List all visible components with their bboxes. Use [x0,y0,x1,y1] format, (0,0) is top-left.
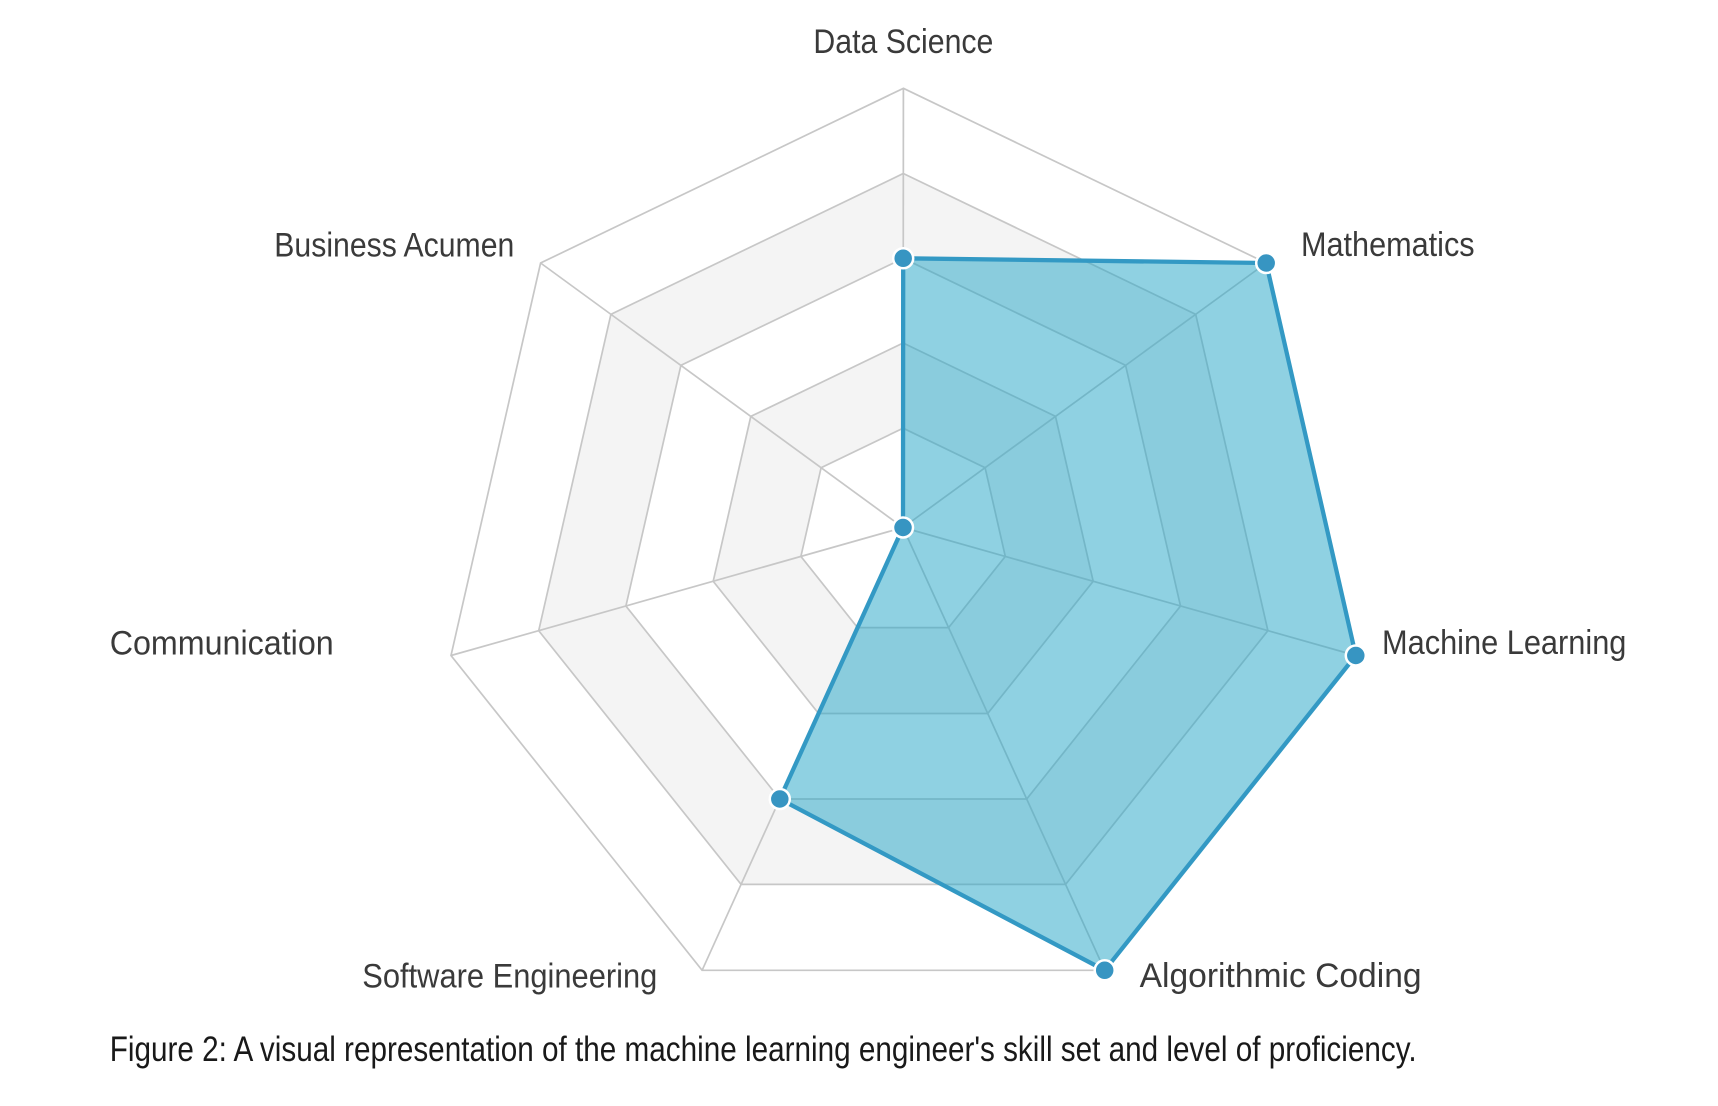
svg-text:Business Acumen: Business Acumen [274,226,514,264]
svg-text:Machine Learning: Machine Learning [1382,624,1626,662]
svg-text:Algorithmic Coding: Algorithmic Coding [1140,957,1422,995]
svg-text:Figure 2: A visual representat: Figure 2: A visual representation of the… [110,1030,1417,1069]
svg-text:Mathematics: Mathematics [1301,226,1475,264]
svg-text:Software Engineering: Software Engineering [362,958,657,996]
svg-text:Data Science: Data Science [813,23,993,61]
svg-text:Communication: Communication [110,625,334,663]
